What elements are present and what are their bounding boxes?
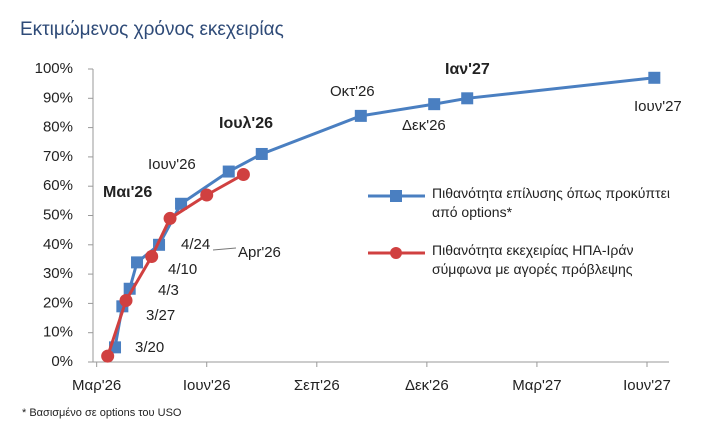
annotation: Οκτ'26 <box>330 83 375 100</box>
y-tick-label: 80% <box>43 119 73 136</box>
point <box>175 197 188 210</box>
point <box>163 211 177 225</box>
annotation: Δεκ'26 <box>402 117 446 134</box>
annotation: Ιουλ'26 <box>219 115 273 132</box>
legend-entry: Πιθανότητα εκεχειρίας ΗΠΑ-Ιράν σύμφωνα μ… <box>432 242 634 277</box>
x-tick-label: Μαρ'27 <box>512 377 561 394</box>
y-tick-label: 60% <box>43 177 73 194</box>
point <box>236 167 250 181</box>
x-tick-label: Μαρ'26 <box>72 377 121 394</box>
y-tick-label: 40% <box>43 236 73 253</box>
series-line <box>106 173 245 357</box>
point <box>428 98 441 111</box>
annotation: 4/3 <box>158 282 179 299</box>
y-tick-label: 30% <box>43 265 73 282</box>
x-tick-label: Ιουν'27 <box>623 377 671 394</box>
annotation: Apr'26 <box>238 244 281 261</box>
point <box>131 256 144 269</box>
legend-marker <box>390 247 402 259</box>
point <box>200 188 214 202</box>
annotation: 3/20 <box>135 339 164 356</box>
y-tick-label: 0% <box>51 353 73 370</box>
annotation: Ιουν'27 <box>634 98 682 115</box>
x-tick-label: Ιουν'26 <box>183 377 231 394</box>
annotation: 4/10 <box>168 261 197 278</box>
chart-title: Εκτιμώμενος χρόνος εκεχειρίας <box>20 19 284 40</box>
annotation: 4/24 <box>181 236 210 253</box>
y-tick-label: 20% <box>43 294 73 311</box>
point <box>222 165 235 178</box>
legend-marker <box>390 190 402 202</box>
y-tick-label: 70% <box>43 148 73 165</box>
footnote: * Βασισμένο σε options του USO <box>22 407 182 419</box>
annotation: Μαι'26 <box>103 184 152 201</box>
point <box>119 293 133 307</box>
point <box>354 109 367 122</box>
point <box>255 147 268 160</box>
x-tick-label: Δεκ'26 <box>405 377 449 394</box>
annotation-connector <box>212 247 237 251</box>
annotation: Ιουν'26 <box>148 156 196 173</box>
y-tick-label: 90% <box>43 89 73 106</box>
point <box>145 250 159 264</box>
y-tick-label: 10% <box>43 324 73 341</box>
point <box>461 92 474 105</box>
y-tick-label: 100% <box>35 60 73 77</box>
annotation: 3/27 <box>146 307 175 324</box>
legend-entry: Πιθανότητα επίλυσης όπως προκύπτει από o… <box>432 185 670 220</box>
point <box>101 349 115 363</box>
x-tick-label: Σεπ'26 <box>294 377 340 394</box>
point <box>648 71 661 84</box>
point <box>116 300 129 313</box>
y-tick-label: 50% <box>43 206 73 223</box>
annotation: Ιαν'27 <box>445 61 490 78</box>
